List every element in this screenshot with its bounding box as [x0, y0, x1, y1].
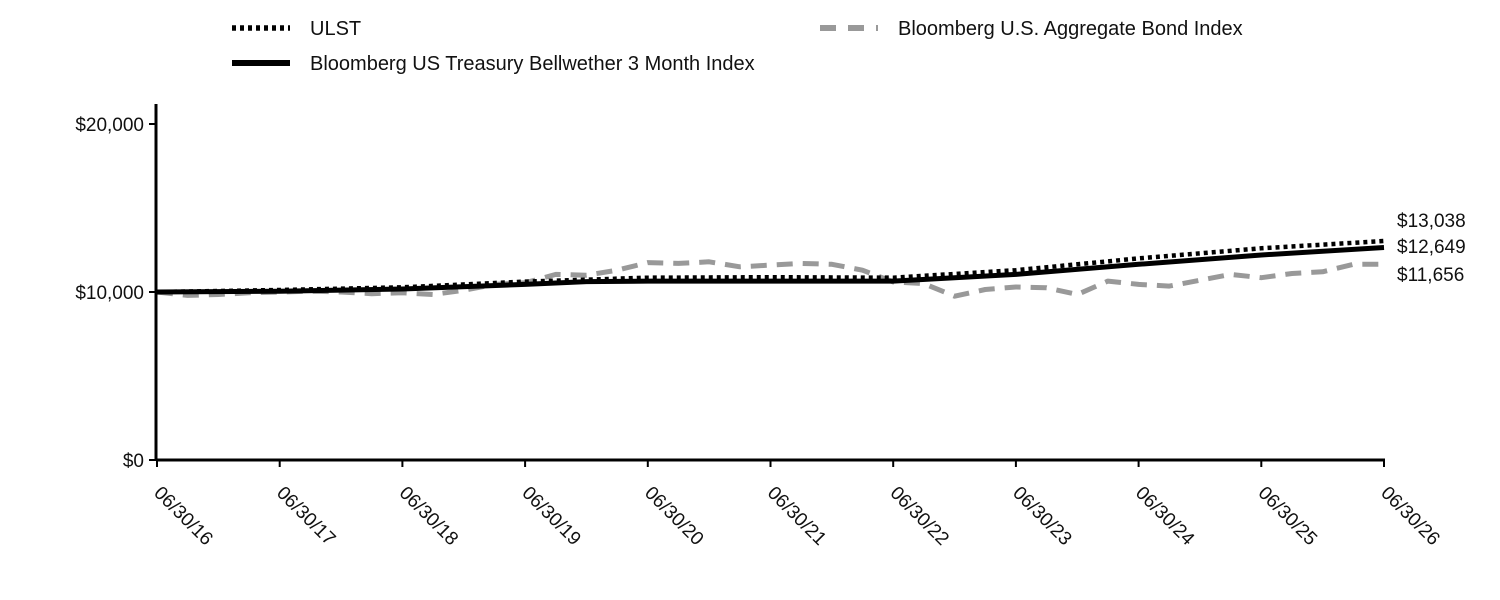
end-value-label-ulst: $13,038: [1397, 211, 1466, 232]
end-value-label-bloomberg-us-treasury-bellwether-3-month-index: $12,649: [1397, 237, 1466, 258]
x-tick-label: 06/30/16: [149, 483, 216, 550]
x-tick-label: 06/30/17: [272, 483, 339, 550]
x-tick-label: 06/30/22: [886, 483, 953, 550]
legend-label-ulst: ULST: [310, 18, 361, 40]
legend-label-bloomberg-us-treasury-bellwether-3-month-index: Bloomberg US Treasury Bellwether 3 Month…: [310, 53, 755, 75]
legend: ULST Bloomberg US Treasury Bellwether 3 M…: [232, 18, 1243, 75]
end-value-label-bloomberg-u-s-aggregate-bond-index: $11,656: [1397, 265, 1464, 286]
series-line-ulst: [156, 238, 1385, 295]
end-labels: $13,038 $12,649 $11,656: [1397, 211, 1466, 286]
x-tick-label: 06/30/25: [1254, 483, 1321, 550]
series-layer: [156, 238, 1385, 299]
x-tick-label: 06/30/26: [1376, 483, 1443, 550]
x-tick-label: 06/30/24: [1131, 483, 1198, 550]
x-tick-label: 06/30/23: [1008, 483, 1075, 550]
x-tick-label: 06/30/19: [518, 483, 585, 550]
legend-label-bloomberg-u-s-aggregate-bond-index: Bloomberg U.S. Aggregate Bond Index: [898, 18, 1243, 40]
y-tick-label: $20,000: [75, 115, 144, 136]
x-tick-label: 06/30/20: [640, 483, 707, 550]
x-tick-label: 06/30/21: [763, 483, 830, 550]
series-line-bloomberg-us-treasury-bellwether-3-month-index: [156, 245, 1385, 295]
x-tick-label: 06/30/18: [395, 483, 462, 550]
x-ticks: 06/30/16 06/30/17 06/30/18 06/30/19 06/30/20…: [149, 460, 1444, 550]
y-ticks: $0 $10,000 $20,000: [75, 115, 156, 472]
y-tick-label: $0: [123, 451, 144, 472]
y-tick-label: $10,000: [75, 283, 144, 304]
